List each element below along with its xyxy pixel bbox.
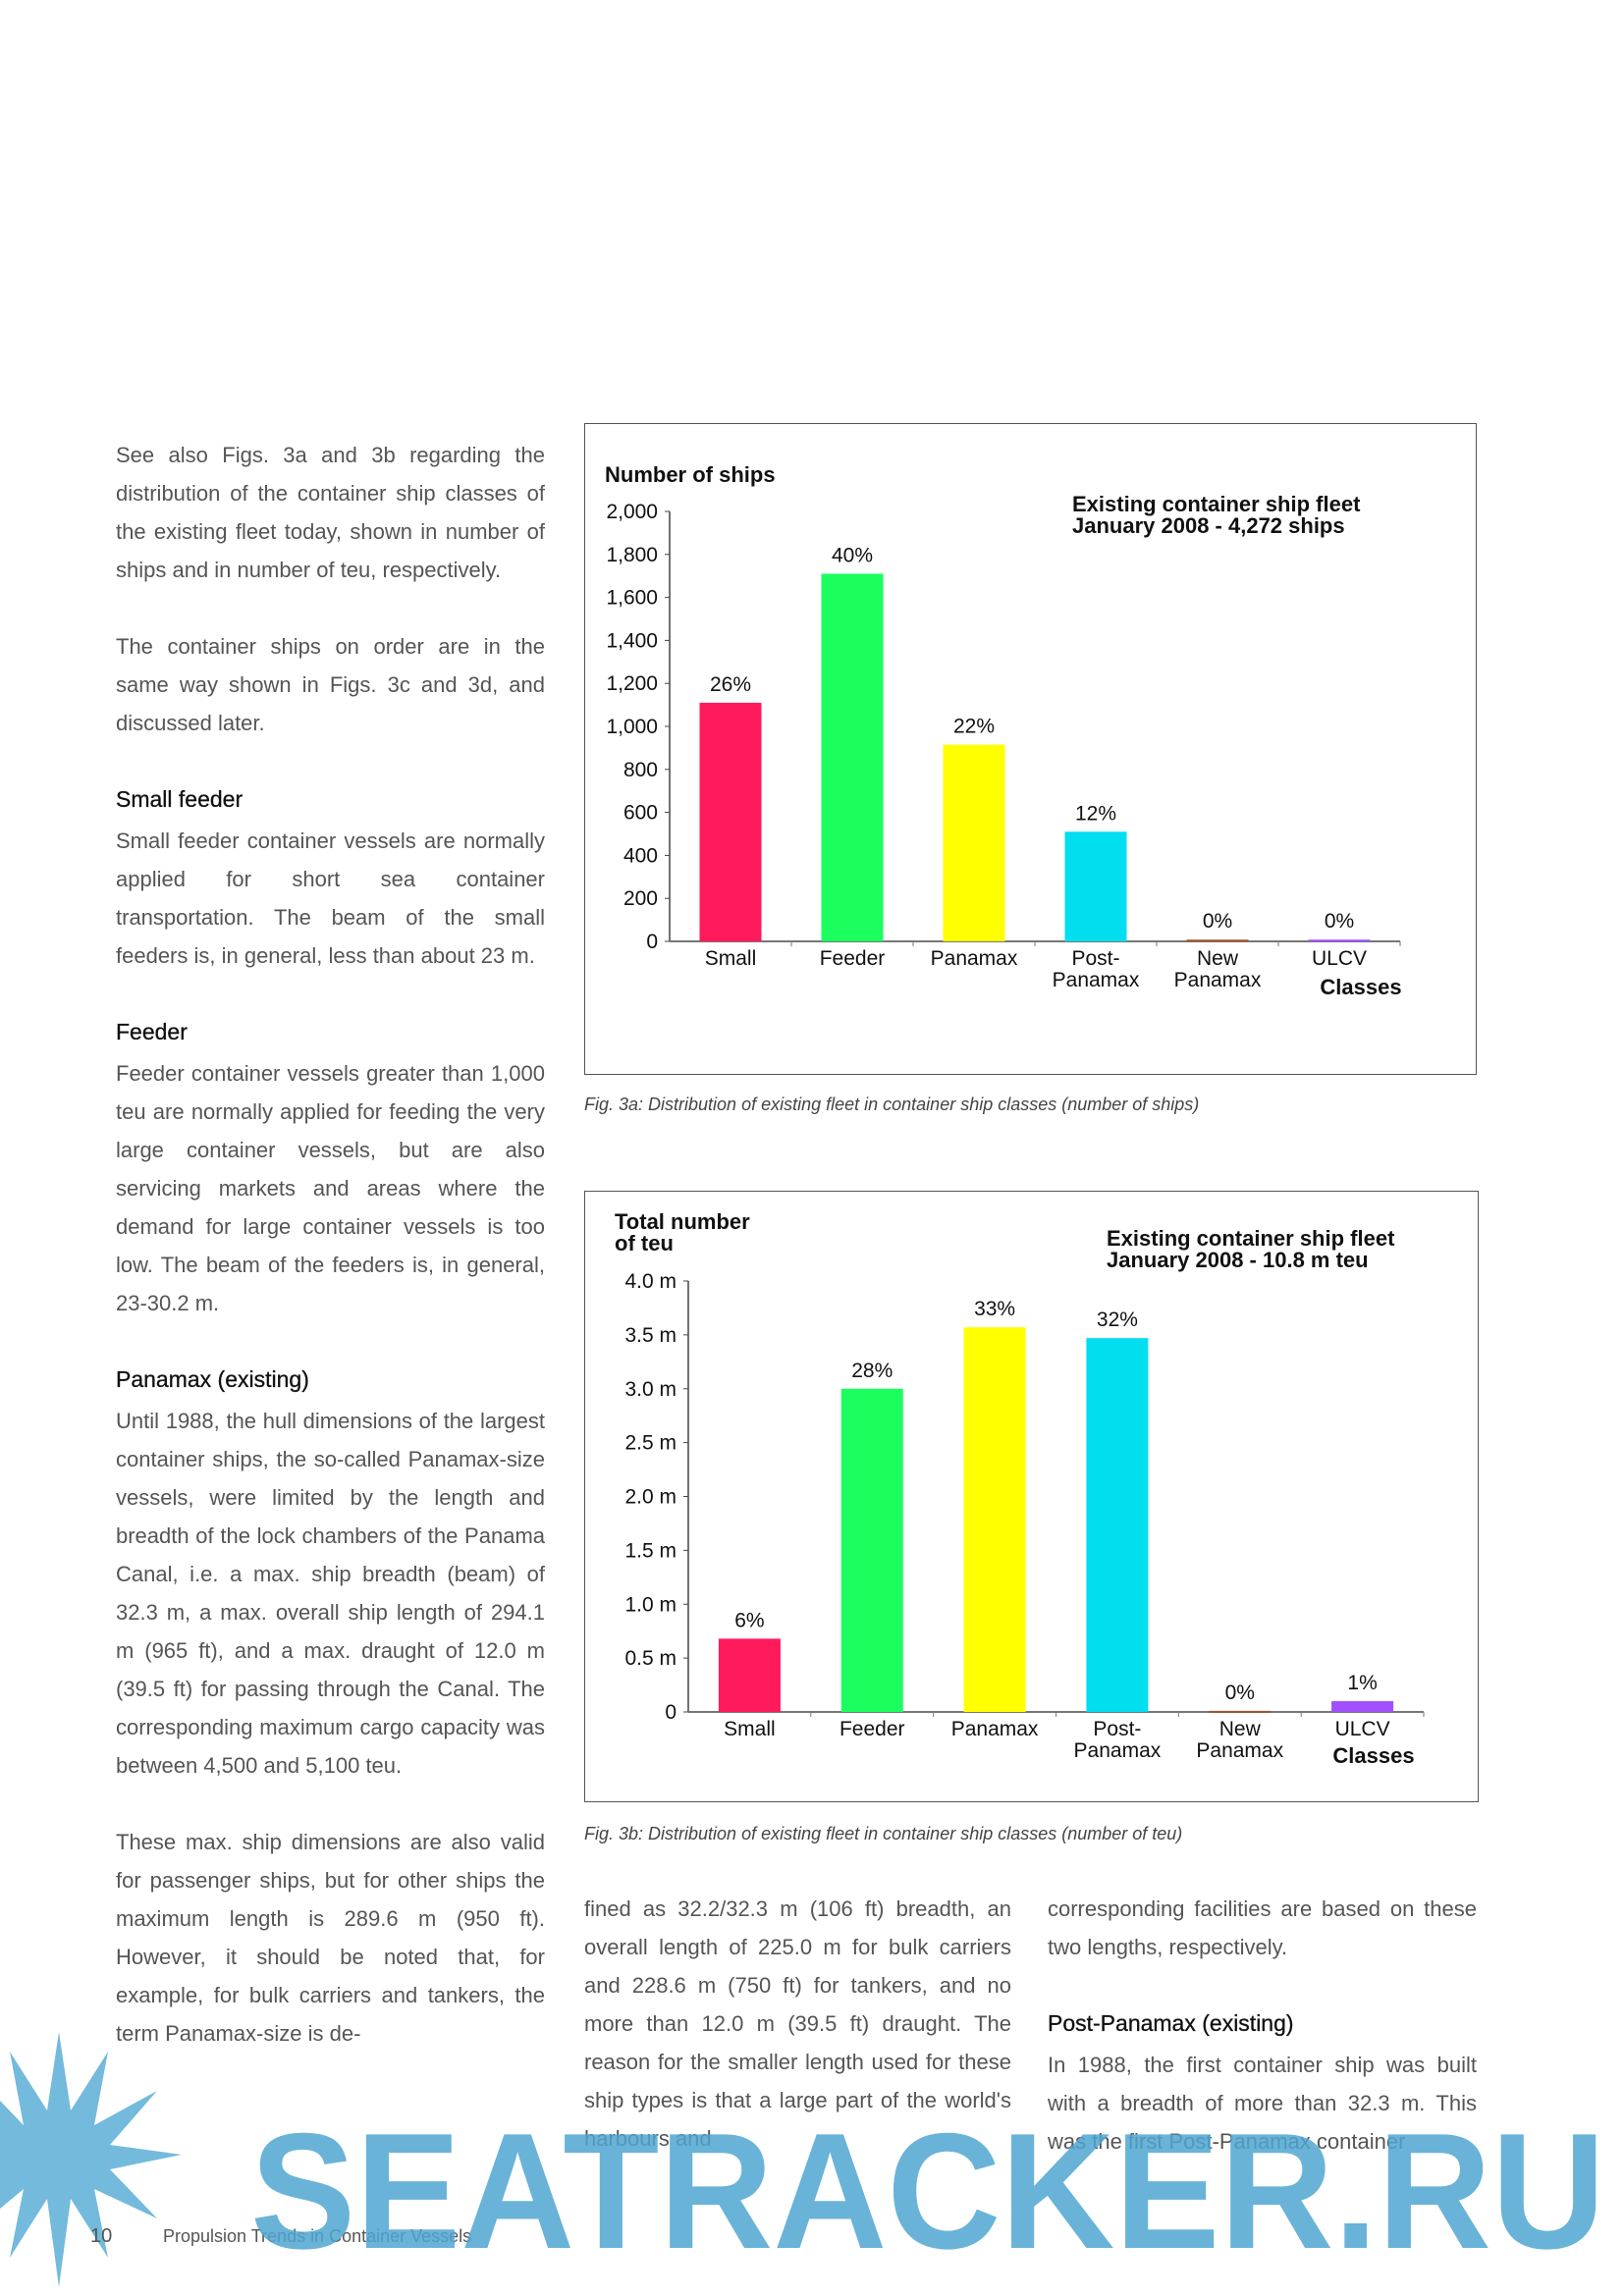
- x-tick-label: Small: [705, 947, 757, 970]
- share-label: 0%: [1203, 910, 1232, 933]
- watermark-sun: [0, 2032, 182, 2287]
- y-tick-label: 1.0 m: [624, 1593, 677, 1616]
- y-tick-label: 0.5 m: [624, 1647, 677, 1670]
- share-label: 6%: [734, 1609, 764, 1631]
- share-label: 28%: [851, 1360, 893, 1382]
- paragraph: Until 1988, the hull dimensions of the l…: [116, 1409, 545, 1778]
- y-tick-label: 200: [623, 887, 658, 910]
- y-axis-label: Number of ships: [605, 462, 776, 487]
- bar: [1064, 831, 1127, 941]
- paragraph: In 1988, the first container ship was bu…: [1048, 2053, 1477, 2154]
- charts: 0 200 400 600 800 1,000 1,200 1,400 1,600 1,800 2,…: [605, 462, 1425, 1768]
- y-tick-label: 2.0 m: [624, 1486, 677, 1509]
- y-tick-label: 1,800: [606, 544, 658, 566]
- y-tick-label: 1,400: [606, 629, 658, 652]
- y-tick-label: 1,600: [606, 587, 658, 610]
- paragraph: See also Figs. 3a and 3b regarding the d…: [116, 443, 545, 582]
- bar: [1086, 1338, 1149, 1712]
- x-tick-label: Post-Panamax: [1074, 1718, 1162, 1762]
- x-tick-label: New Panamax: [1174, 947, 1262, 991]
- x-tick-label: Feeder: [820, 947, 886, 970]
- x-tick-label: Panamax: [931, 947, 1018, 970]
- middle-column: fined as 32.2/32.3 m (106 ft) breadth, a…: [584, 1890, 1011, 2196]
- heading: Post-Panamax (existing): [1048, 2010, 1294, 2036]
- paragraph: Small feeder container vessels are norma…: [116, 828, 545, 968]
- bar: [1331, 1701, 1394, 1712]
- x-tick-label: New Panamax: [1196, 1718, 1283, 1762]
- share-label: 1%: [1347, 1672, 1377, 1694]
- bar: [1209, 1710, 1272, 1713]
- caption: Fig. 3b: Distribution of existing fleet …: [584, 1824, 1183, 1843]
- y-tick-label: 4.0 m: [624, 1270, 677, 1293]
- chart-title: January 2008 - 4,272 ships: [1072, 513, 1345, 538]
- x-tick-label: ULCV: [1312, 947, 1367, 970]
- chart-title: January 2008 - 10.8 m teu: [1107, 1248, 1369, 1272]
- chart-title: Existing container ship fleet: [1072, 492, 1361, 516]
- y-tick-label: 3.0 m: [624, 1378, 677, 1401]
- bar: [821, 573, 884, 941]
- x-axis-label: Classes: [1332, 1743, 1414, 1768]
- x-tick-label: Small: [724, 1718, 776, 1740]
- share-label: 40%: [832, 545, 873, 567]
- heading: Small feeder: [116, 786, 244, 812]
- bar: [1186, 939, 1249, 942]
- share-label: 0%: [1325, 910, 1354, 933]
- y-tick-label: 1,200: [606, 672, 658, 695]
- y-tick-label: 1.5 m: [624, 1539, 677, 1562]
- share-label: 0%: [1225, 1682, 1255, 1704]
- watermark: SEATRACKER.RU: [250, 2099, 1605, 2283]
- paragraph: fined as 32.2/32.3 m (106 ft) breadth, a…: [584, 1896, 1011, 2151]
- x-tick-label: Feeder: [839, 1718, 905, 1740]
- y-axis-label: Total number: [615, 1209, 750, 1234]
- share-label: 26%: [710, 673, 751, 696]
- share-label: 22%: [953, 716, 995, 738]
- y-tick-label: 3.5 m: [624, 1324, 677, 1347]
- x-axis-label: Classes: [1320, 975, 1401, 999]
- y-tick-label: 0: [646, 931, 658, 953]
- bar: [1308, 939, 1371, 942]
- bar: [943, 744, 1005, 941]
- paragraph: These max. ship dimensions are also vali…: [116, 1830, 545, 2046]
- chart-title: Existing container ship fleet: [1107, 1226, 1395, 1251]
- left-column: See also Figs. 3a and 3b regarding the d…: [116, 436, 545, 2091]
- x-tick-label: Panamax: [951, 1718, 1039, 1740]
- paragraph: The container ships on order are in the …: [116, 634, 545, 735]
- share-label: 12%: [1075, 802, 1116, 825]
- right-column: corresponding facilities are based on th…: [1048, 1890, 1477, 2199]
- share-label: 32%: [1097, 1308, 1138, 1331]
- bar: [718, 1638, 781, 1712]
- paragraph: Feeder container vessels greater than 1,…: [116, 1061, 545, 1315]
- y-tick-label: 2.5 m: [624, 1432, 677, 1455]
- heading: Panamax (existing): [116, 1366, 309, 1392]
- y-tick-label: 400: [623, 844, 658, 867]
- y-axis-label: of teu: [615, 1231, 674, 1255]
- page-number: 10: [90, 2225, 112, 2247]
- bar: [699, 702, 762, 941]
- share-label: 33%: [974, 1298, 1015, 1320]
- heading: Feeder: [116, 1019, 188, 1044]
- bar: [840, 1388, 903, 1712]
- y-tick-label: 2,000: [606, 501, 658, 523]
- x-tick-label: Post-Panamax: [1053, 947, 1140, 991]
- x-tick-label: ULCV: [1335, 1718, 1390, 1740]
- caption: Fig. 3a: Distribution of existing fleet …: [584, 1095, 1200, 1114]
- footer-title: Propulsion Trends in Container Vessels: [163, 2226, 471, 2246]
- y-tick-label: 600: [623, 802, 658, 825]
- y-tick-label: 800: [623, 759, 658, 781]
- y-tick-label: 0: [665, 1701, 677, 1724]
- paragraph: corresponding facilities are based on th…: [1048, 1896, 1477, 1959]
- bar: [963, 1327, 1026, 1712]
- y-tick-label: 1,000: [606, 716, 658, 738]
